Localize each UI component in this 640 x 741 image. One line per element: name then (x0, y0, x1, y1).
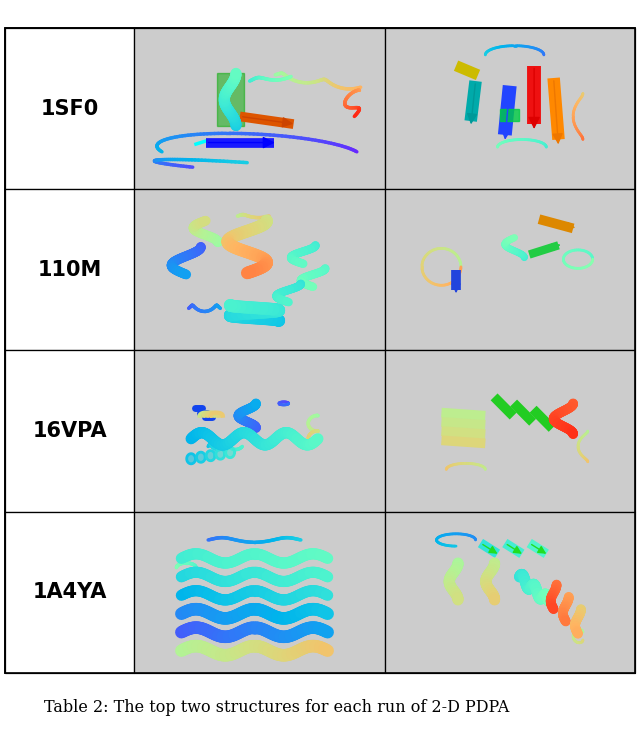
Text: Table 2: The top two structures for each run of 2-D PDPA: Table 2: The top two structures for each… (44, 699, 509, 716)
Bar (388, 354, 632, 508)
Bar (134, 189, 385, 350)
Polygon shape (187, 453, 195, 464)
Bar (138, 193, 381, 347)
Bar (134, 350, 385, 512)
Bar (388, 516, 632, 669)
Bar (138, 516, 381, 669)
Bar (388, 32, 632, 186)
Bar (138, 354, 381, 508)
Bar (385, 28, 635, 190)
Bar (138, 32, 381, 186)
Bar (134, 512, 385, 673)
Bar (134, 189, 385, 350)
Bar (385, 512, 635, 673)
Text: 16VPA: 16VPA (33, 421, 107, 441)
Bar (5, 350, 134, 512)
Bar (5, 28, 134, 190)
Bar (134, 512, 385, 673)
Polygon shape (206, 451, 215, 461)
Text: 1SF0: 1SF0 (40, 99, 99, 119)
Bar (5, 189, 134, 350)
Bar (5, 28, 134, 190)
Polygon shape (216, 449, 225, 459)
Polygon shape (196, 452, 205, 462)
Bar (5, 512, 134, 673)
Bar (385, 28, 635, 190)
Bar (388, 193, 632, 347)
Bar (385, 350, 635, 512)
Bar (385, 350, 635, 512)
Polygon shape (217, 73, 244, 126)
Bar (385, 189, 635, 350)
Polygon shape (500, 109, 520, 121)
Text: 1A4YA: 1A4YA (33, 582, 107, 602)
Text: 110M: 110M (38, 260, 102, 280)
Bar (385, 189, 635, 350)
Bar (5, 350, 134, 512)
Bar (134, 28, 385, 190)
Bar (5, 189, 134, 350)
Bar (134, 350, 385, 512)
Bar (5, 28, 635, 673)
Bar (5, 28, 635, 673)
Bar (134, 28, 385, 190)
Polygon shape (226, 448, 234, 458)
Bar (385, 512, 635, 673)
Bar (5, 512, 134, 673)
